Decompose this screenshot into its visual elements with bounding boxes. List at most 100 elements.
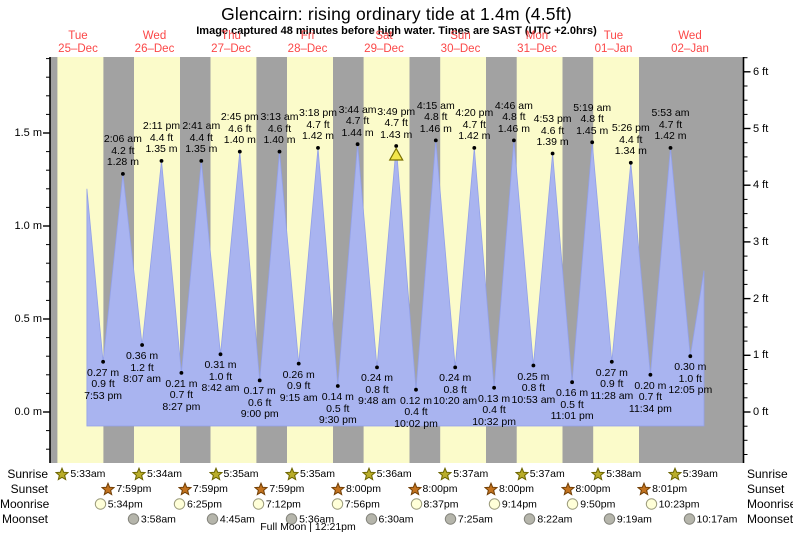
moonset-time: 3:58am [140, 513, 176, 525]
sunset-entry: 8:00pm [407, 482, 458, 496]
low-tide-dot [531, 363, 536, 368]
day-label: Sun 30–Dec [440, 30, 481, 55]
sunrise-entry: 5:37am [514, 467, 565, 481]
sunrise-entry: 5:35am [208, 467, 259, 481]
sunrise-star-icon [591, 467, 606, 481]
low-tide-dot [218, 352, 223, 357]
moonset-circle-icon [206, 513, 219, 525]
sunset-time: 8:00pm [422, 483, 458, 495]
tide-label-high: 3:49 pm 4.7 ft 1.43 m [377, 105, 416, 141]
moonset-time: 10:17am [696, 513, 738, 525]
high-tide-dot [628, 160, 633, 165]
moonset-circle-icon [365, 513, 377, 525]
sunrise-star-icon [514, 467, 529, 481]
moonset-circle-icon [127, 513, 140, 525]
moonset-entry: 9:19am [603, 513, 652, 526]
tide-label-low: 0.16 m 0.5 ft 11:01 pm [550, 387, 594, 423]
moonrise-circle-icon [410, 498, 422, 510]
sunset-row-label: Sunset [747, 482, 785, 496]
low-tide-dot [140, 343, 145, 347]
low-tide-dot [414, 387, 418, 392]
moonset-entry: 4:45am [206, 513, 255, 526]
moonrise-circle-icon [567, 498, 579, 510]
moonrise-entry: 5:34pm [94, 498, 143, 511]
tide-label-low: 0.17 m 0.6 ft 9:00 pm [240, 385, 279, 421]
sunrise-entry: 5:33am [55, 467, 105, 481]
sunset-row-label: Sunset [10, 482, 48, 496]
y-axis-label-metres: 1.5 m [14, 127, 42, 139]
moonrise-circle-icon [331, 498, 343, 510]
low-tide-dot [335, 384, 340, 388]
day-label: Thu 27–Dec [211, 30, 251, 55]
moonrise-entry: 9:14pm [488, 498, 537, 511]
tide-area [86, 140, 705, 427]
sunset-star-icon [560, 482, 575, 496]
y-axis-label-metres: 1.0 m [14, 220, 42, 232]
tide-label-high: 2:45 pm 4.6 ft 1.40 m [220, 111, 259, 147]
sunrise-time: 5:39am [682, 468, 718, 480]
sunset-time: 8:00pm [575, 483, 611, 495]
moonset-circle-icon [285, 513, 298, 525]
sunset-entry: 7:59pm [177, 482, 228, 496]
moonset-entry: 6:30am [365, 513, 414, 526]
tide-label-high: 4:20 pm 4.7 ft 1.42 m [455, 107, 494, 143]
tide-label-high: 5:19 am 4.8 ft 1.45 m [573, 101, 612, 137]
sunrise-time: 5:35am [300, 468, 336, 480]
sunset-star-icon [101, 482, 116, 496]
high-tide-dot [121, 172, 125, 176]
moonset-entry: 5:36am [285, 513, 334, 526]
sunset-entry: 7:59pm [101, 482, 151, 496]
sunset-entry: 8:01pm [637, 482, 687, 496]
sunrise-time: 5:34am [147, 468, 183, 480]
low-tide-dot [688, 354, 693, 359]
tide-label-low: 0.14 m 0.5 ft 9:30 pm [318, 391, 357, 426]
moonrise-time: 5:34pm [107, 498, 143, 510]
moonrise-circle-icon [488, 498, 501, 510]
day-label: Fri 28–Dec [287, 30, 328, 55]
day-label: Wed 26–Dec [134, 30, 175, 55]
moonrise-time: 8:37pm [423, 498, 459, 510]
high-tide-dot [512, 138, 516, 143]
sunset-time: 8:00pm [499, 483, 535, 495]
low-tide-dot [570, 380, 574, 385]
moonset-time: 5:36am [299, 513, 335, 525]
high-tide-dot [550, 151, 555, 156]
high-tide-dot [433, 138, 438, 143]
moonset-entry: 8:22am [523, 513, 572, 526]
moonset-time: 6:30am [378, 513, 414, 525]
moonrise-time: 7:56pm [344, 498, 380, 510]
sunrise-entry: 5:35am [285, 467, 335, 481]
moonset-circle-icon [524, 513, 536, 525]
y-axis-label-feet: 2 ft [753, 292, 769, 305]
sunset-time: 8:01pm [652, 483, 688, 495]
sunset-entry: 8:00pm [331, 482, 381, 496]
now-marker-triangle [388, 147, 404, 161]
sunrise-star-icon [285, 467, 299, 481]
low-tide-dot [296, 361, 301, 366]
y-axis-label-feet: 0 ft [753, 406, 769, 418]
day-label: Mon 31–Dec [517, 30, 557, 55]
sunset-time: 7:59pm [269, 483, 305, 495]
sunrise-entry: 5:38am [591, 467, 641, 481]
moonset-time: 4:45am [219, 513, 255, 525]
high-tide-dot [355, 142, 360, 147]
y-axis-label-feet: 5 ft [753, 122, 769, 135]
tide-label-low: 0.13 m 0.4 ft 10:32 pm [472, 392, 516, 428]
tide-label-low: 0.30 m 1.0 ft 12:05 pm [668, 361, 713, 397]
moonset-entry: 7:25am [444, 513, 493, 526]
moonset-entry: 10:17am [683, 513, 738, 526]
high-tide-dot [668, 146, 673, 150]
tide-label-high: 4:15 am 4.8 ft 1.46 m [416, 99, 455, 135]
tide-label-high: 3:18 pm 4.7 ft 1.42 m [299, 107, 337, 143]
low-tide-dot [101, 359, 105, 364]
day-label: Tue 01–Jan [594, 30, 633, 55]
chart-subtitle: Image captured 48 minutes before high wa… [196, 25, 597, 37]
sunset-star-icon [331, 482, 345, 496]
moonset-row-label: Moonset [1, 512, 48, 526]
high-tide-dot [590, 140, 595, 145]
sunrise-row-label: Sunrise [7, 467, 48, 481]
sunrise-star-icon [55, 467, 70, 481]
moonrise-row-label: Moonrise [747, 497, 793, 511]
